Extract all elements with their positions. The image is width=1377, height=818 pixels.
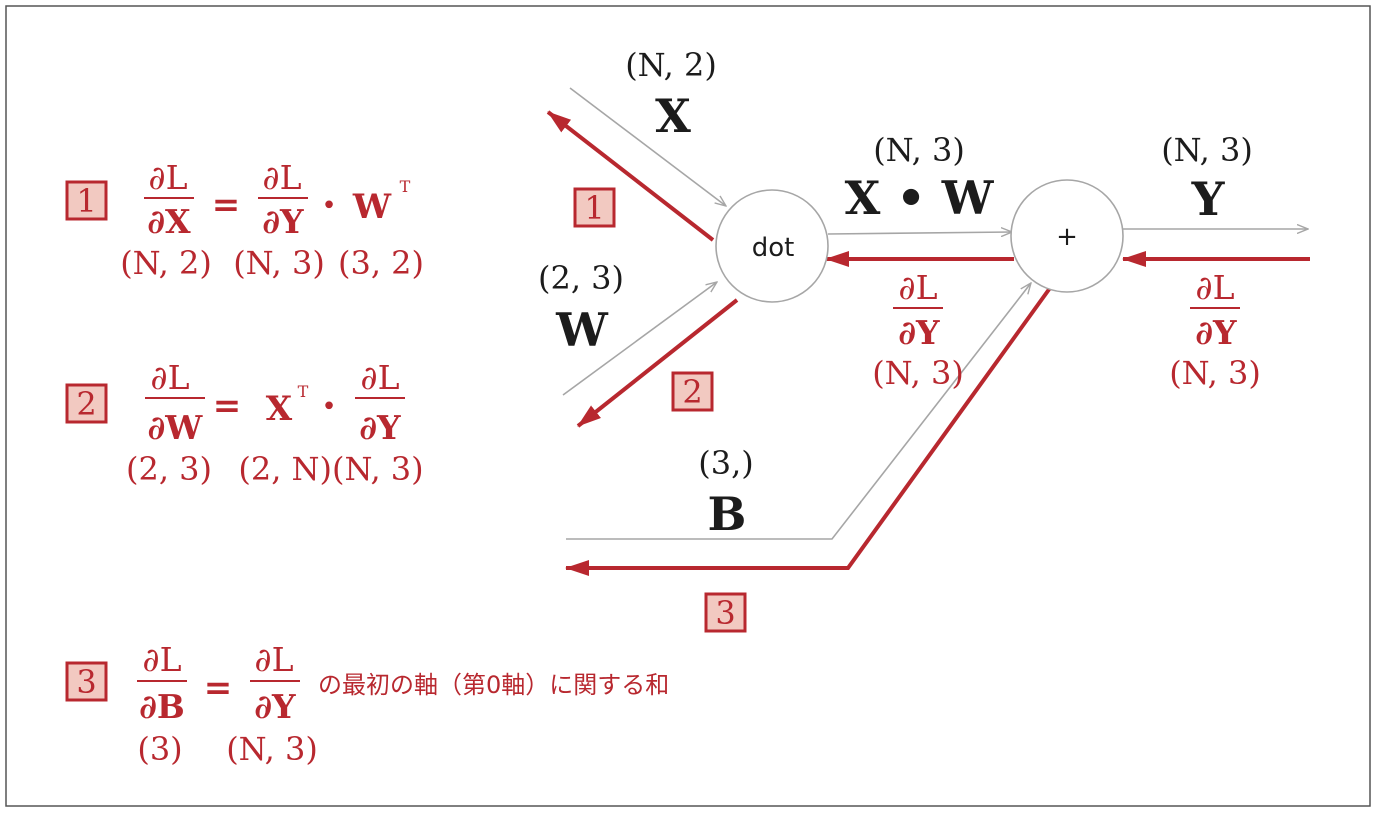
eq2-equals: = [213,386,242,426]
eq1-lhs-denominator: ∂X [147,202,191,241]
eq1-dot: • [321,191,336,221]
eq3-rhs-numerator: ∂L [255,640,294,679]
eq2-lhs-denominator: ∂W [148,408,204,447]
eq1-lhs-numerator: ∂L [149,158,188,197]
y-shape: (N, 3) [1161,131,1253,169]
b-label: B [708,487,747,541]
forward-edge-w [562,282,717,396]
badge-3-label: 3 [76,663,96,701]
grad-mid-numerator: ∂L [899,268,938,307]
eq3-description: の最初の軸（第0軸）に関する和 [318,671,669,699]
graph-badge-1 [573,187,616,228]
grad-mid-denominator: ∂Y [898,313,940,352]
graph-badge-3 [704,592,747,633]
eq1-shape-rhs2: (3, 2) [338,244,424,282]
eq3-rhs-denominator: ∂Y [254,687,296,726]
eq1-rhs-numerator: ∂L [263,158,302,197]
badge-3 [65,661,108,702]
eq3-shape-lhs: (3) [137,730,182,768]
dot-node [715,189,829,303]
add-node-label: + [1056,222,1078,252]
grad-label-right: ∂L ∂Y (N, 3) [1169,268,1261,392]
y-label: Y [1191,172,1226,226]
eq1-shape-rhs1: (N, 3) [233,244,325,282]
eq2-shape-lhs: (2, 3) [126,450,212,488]
backward-edge-b [565,286,1052,576]
eq1-shape-lhs: (N, 2) [120,244,212,282]
eq2-lhs-numerator: ∂L [151,358,190,397]
dot-node-label: dot [752,233,795,263]
badge-1-label: 1 [76,182,96,220]
badge-2-label: 2 [76,385,96,423]
eq1-equals: = [212,185,241,225]
graph-badge-2-label: 2 [682,373,702,411]
equation-3: 3 ∂L ∂B = ∂L ∂Y の最初の軸（第0軸）に関する和 (3) (N, … [65,640,669,768]
grad-right-denominator: ∂Y [1195,313,1237,352]
eq3-lhs-numerator: ∂L [143,640,182,679]
xw-shape: (N, 3) [873,131,965,169]
x-shape: (N, 2) [625,46,717,84]
forward-edge-b [566,283,1031,540]
graph-badge-2 [671,371,714,412]
backward-edge-w [576,298,739,428]
outer-frame [5,5,1371,807]
grad-mid-shape: (N, 3) [872,354,964,392]
eq2-rhs-denominator: ∂Y [359,408,401,447]
graph-badge-3-label: 3 [715,594,735,632]
grad-label-mid: ∂L ∂Y (N, 3) [872,268,964,392]
w-label: W [555,303,609,357]
forward-edge-xw [827,232,1012,234]
w-shape: (2, 3) [538,259,624,297]
eq1-transpose: T [400,177,411,196]
graph-badge-1-label: 1 [584,189,604,227]
forward-edge-x [569,87,726,206]
badge-2 [65,383,108,424]
eq2-rhs-numerator: ∂L [361,358,400,397]
eq3-shape-rhs: (N, 3) [226,730,318,768]
eq2-shape-rhs: (2, N)(N, 3) [238,450,423,488]
backward-edge-x [546,110,715,242]
b-shape: (3,) [698,444,754,482]
eq3-equals: = [204,668,233,708]
grad-right-shape: (N, 3) [1169,354,1261,392]
eq3-lhs-denominator: ∂B [139,687,185,726]
x-label: X [655,89,691,143]
eq2-dot: • [321,392,336,422]
badge-1 [65,180,108,221]
add-node [1010,179,1124,293]
xw-label: X • W [845,171,995,225]
eq1-rhs-denominator: ∂Y [262,202,304,241]
equation-1: 1 ∂L ∂X = ∂L ∂Y • W T (N, 2) (N, 3) (3, … [65,158,424,282]
grad-right-numerator: ∂L [1196,268,1235,307]
eq1-w: W [352,187,392,227]
eq2-transpose: T [298,382,309,401]
equation-2: 2 ∂L ∂W = X T • ∂L ∂Y (2, 3) (2, N)(N, 3… [65,358,424,488]
eq2-x: X [266,389,293,429]
